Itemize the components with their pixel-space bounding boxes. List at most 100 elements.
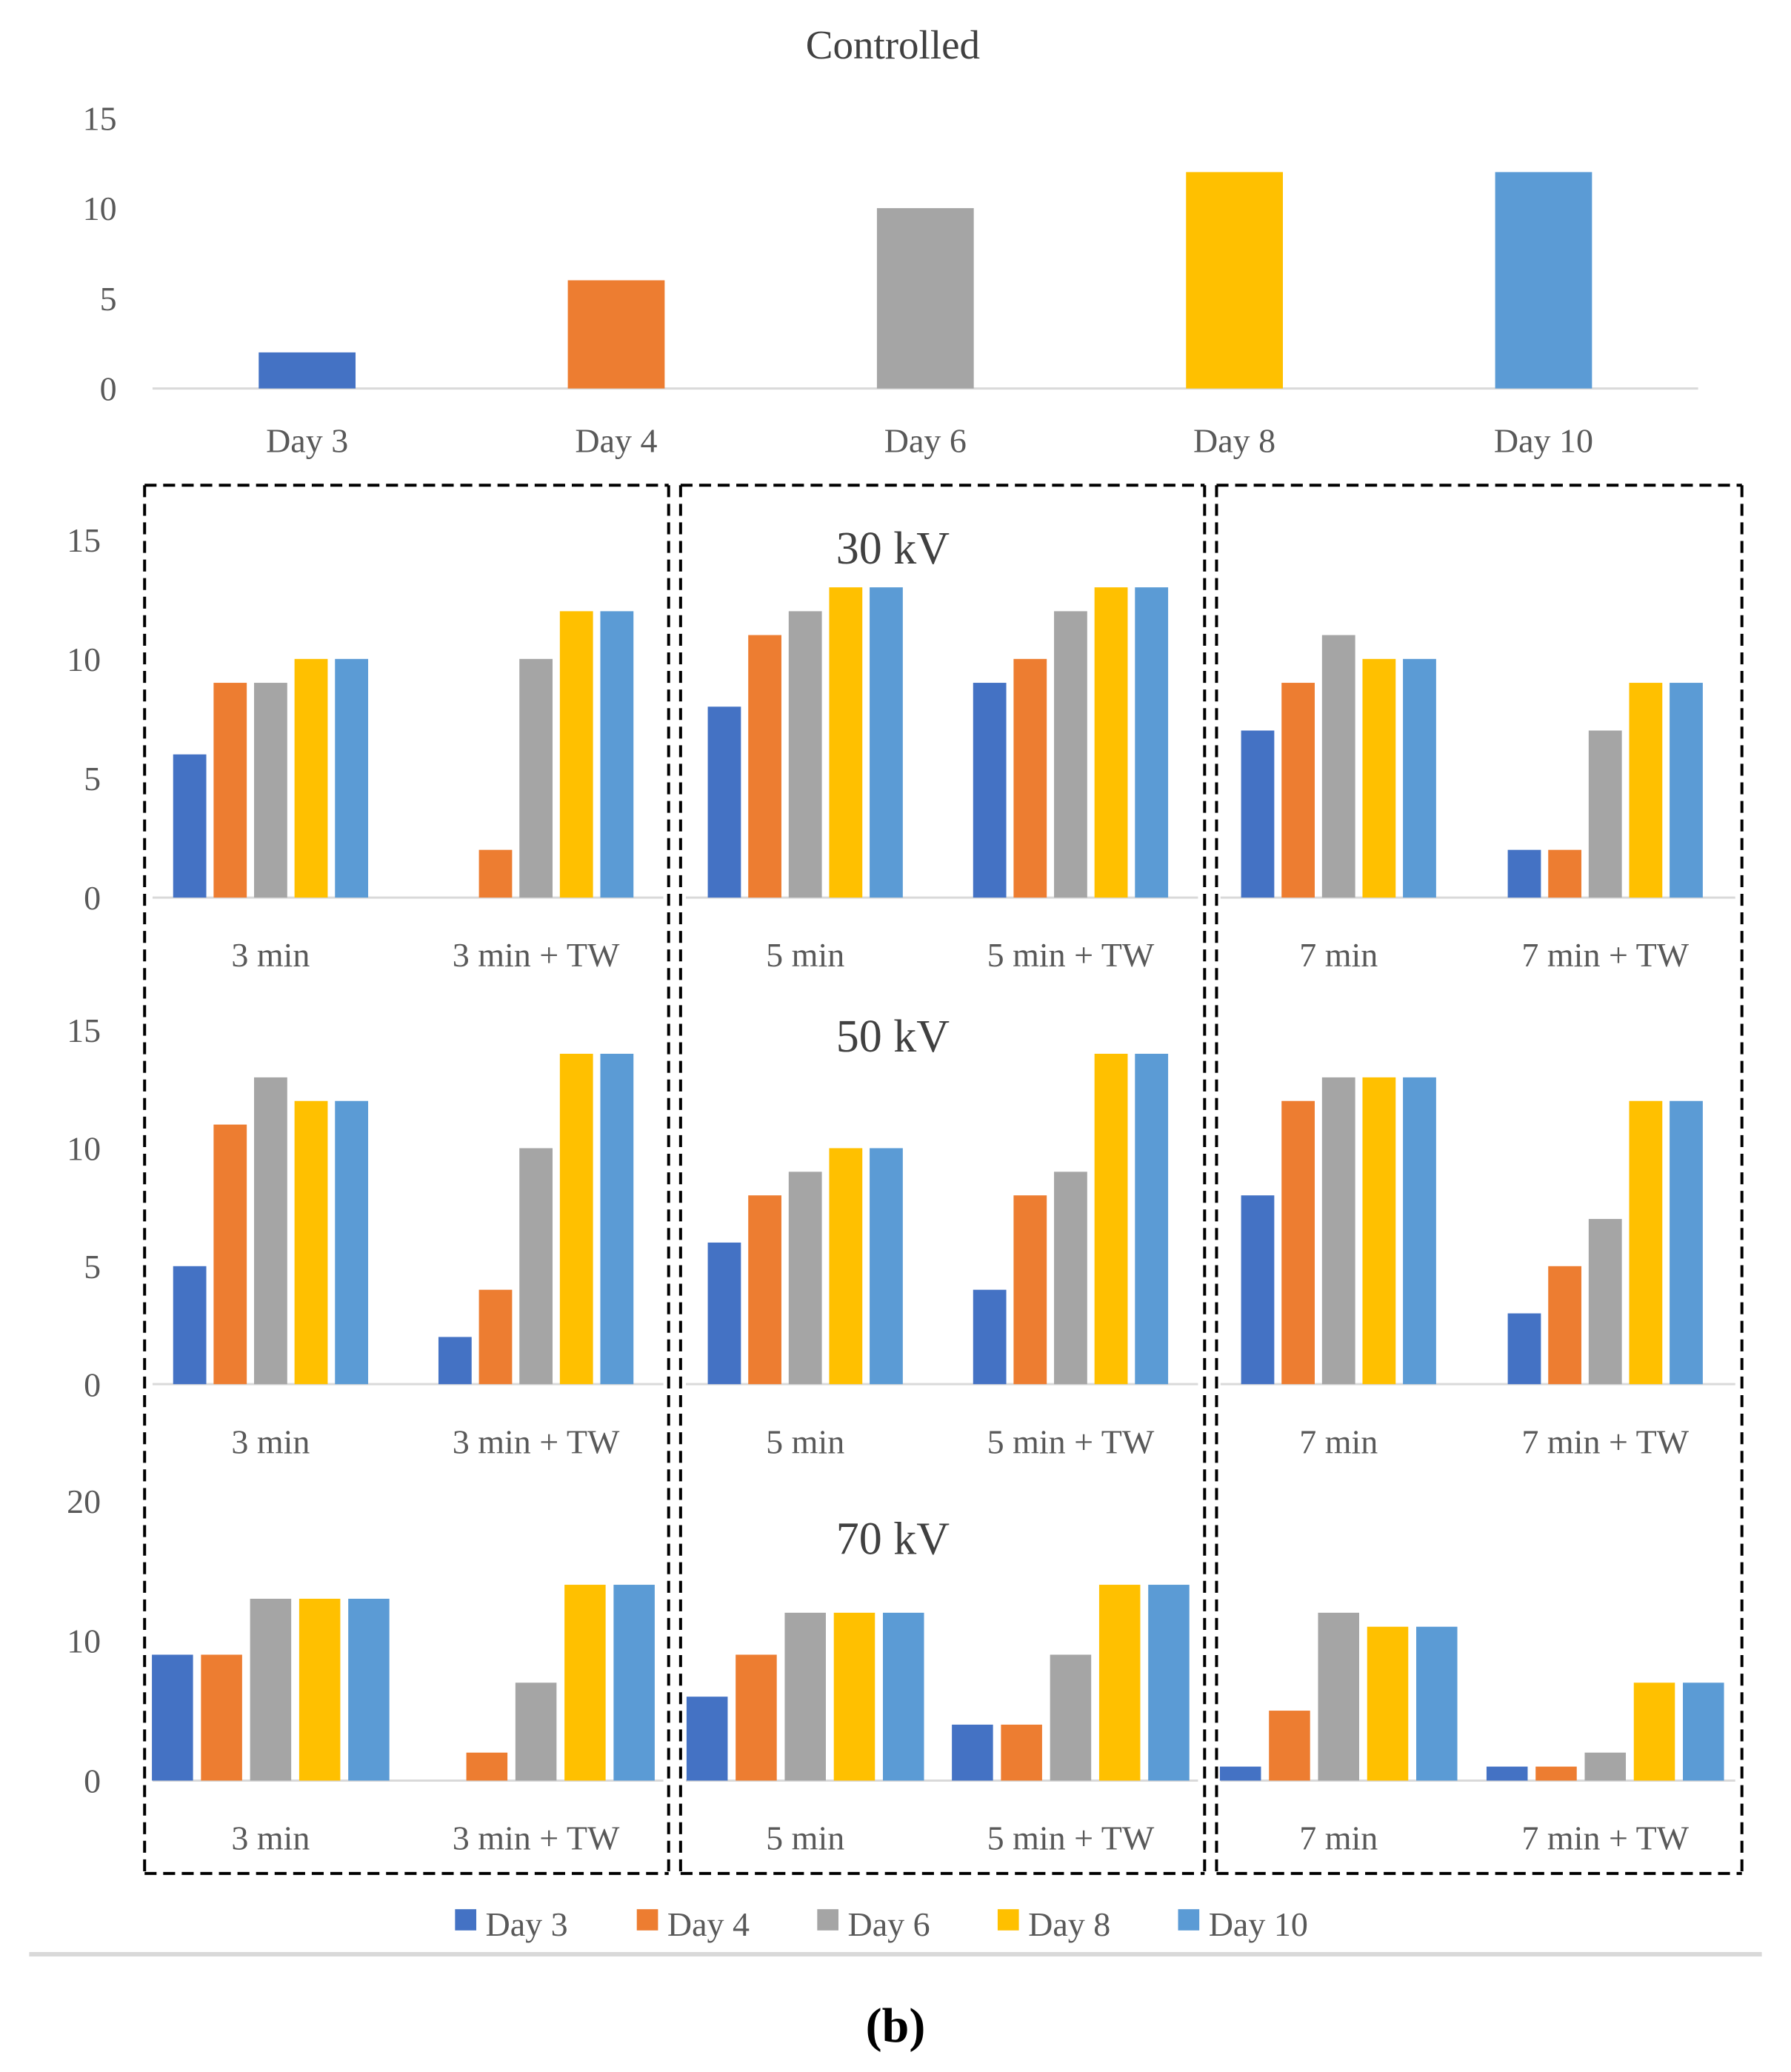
x-tick-label: 3 min [231, 936, 310, 974]
legend-swatch-day-4 [636, 1909, 658, 1931]
x-tick-label: 3 min [231, 1819, 310, 1857]
bar-30-kv-3-min-day-6 [253, 683, 287, 898]
bar-30-kv-3-min-tw-day-4 [478, 849, 513, 898]
bar-70-kv-5-min-tw-day-3 [952, 1724, 993, 1781]
bar-50-kv-3-min-tw-day-4 [478, 1289, 513, 1385]
legend-swatch-day-6 [817, 1909, 838, 1931]
bar-30-kv-5-min-tw-day-10 [1135, 587, 1169, 898]
y-tick-label: 5 [84, 760, 101, 798]
x-tick-label: Day 3 [266, 422, 348, 460]
bar-70-kv-7-min-tw-day-8 [1633, 1682, 1675, 1781]
x-tick-label: 7 min + TW [1521, 1819, 1689, 1857]
x-tick-label: 7 min [1299, 936, 1378, 974]
bar-50-kv-5-min-day-6 [788, 1172, 822, 1385]
y-tick-label: 15 [83, 99, 117, 137]
x-tick-label: 5 min + TW [987, 1423, 1155, 1460]
bar-controlled-day-3 [259, 352, 356, 389]
bar-70-kv-3-min-day-4 [201, 1654, 242, 1781]
bar-30-kv-5-min-tw-day-4 [1013, 658, 1047, 898]
legend-label: Day 3 [486, 1905, 568, 1943]
y-tick-label: 15 [67, 521, 101, 559]
bar-50-kv-5-min-day-4 [748, 1195, 781, 1385]
bar-30-kv-3-min-day-3 [173, 754, 207, 898]
bar-50-kv-5-min-tw-day-4 [1013, 1195, 1047, 1385]
bar-30-kv-3-min-tw-day-6 [519, 658, 553, 898]
bar-70-kv-7-min-day-4 [1269, 1711, 1310, 1781]
y-tick-label: 5 [100, 280, 117, 318]
x-tick-label: 5 min [766, 1423, 844, 1460]
bar-50-kv-5-min-tw-day-10 [1135, 1053, 1169, 1385]
x-tick-label: 3 min + TW [453, 936, 620, 974]
bar-70-kv-3-min-day-10 [348, 1598, 390, 1781]
bar-70-kv-3-min-day-3 [152, 1654, 193, 1781]
bar-30-kv-5-min-day-4 [748, 635, 781, 898]
y-tick-label: 20 [67, 1483, 101, 1520]
x-tick-label: Day 4 [575, 422, 657, 460]
bar-30-kv-5-min-tw-day-8 [1094, 587, 1128, 898]
x-tick-label: Day 10 [1494, 422, 1593, 460]
y-tick-label: 10 [67, 1130, 101, 1168]
bar-70-kv-5-min-tw-day-6 [1050, 1654, 1092, 1781]
legend-label: Day 10 [1209, 1905, 1308, 1943]
bar-30-kv-3-min-day-4 [213, 683, 247, 898]
bar-70-kv-7-min-day-8 [1367, 1626, 1409, 1781]
bar-50-kv-3-min-day-4 [213, 1124, 247, 1385]
bar-70-kv-5-min-day-3 [686, 1697, 728, 1781]
bar-50-kv-7-min-tw-day-8 [1629, 1100, 1663, 1385]
bar-50-kv-3-min-day-3 [173, 1266, 207, 1385]
bar-30-kv-7-min-day-10 [1403, 658, 1436, 898]
bar-30-kv-7-min-day-3 [1241, 730, 1275, 898]
bar-70-kv-5-min-day-8 [833, 1612, 876, 1781]
bar-50-kv-5-min-day-3 [707, 1242, 741, 1385]
y-tick-label: 10 [67, 1622, 101, 1660]
bar-50-kv-7-min-day-10 [1403, 1077, 1436, 1385]
bar-30-kv-3-min-day-10 [335, 658, 369, 898]
bar-70-kv-5-min-day-4 [736, 1654, 777, 1781]
bar-70-kv-3-min-tw-day-8 [564, 1585, 606, 1781]
bar-30-kv-5-min-day-10 [870, 587, 903, 898]
bar-controlled-day-6 [876, 208, 974, 389]
bar-50-kv-3-min-day-8 [294, 1100, 328, 1385]
y-tick-label: 15 [67, 1012, 101, 1049]
x-tick-label: 7 min [1299, 1819, 1378, 1857]
bar-30-kv-3-min-tw-day-8 [559, 611, 593, 898]
x-tick-label: 3 min + TW [453, 1423, 620, 1460]
bar-50-kv-3-min-tw-day-10 [600, 1053, 634, 1385]
y-tick-label: 5 [84, 1248, 101, 1286]
bar-70-kv-3-min-tw-day-10 [613, 1585, 655, 1781]
bar-30-kv-7-min-day-8 [1362, 658, 1396, 898]
x-tick-label: 7 min + TW [1521, 1423, 1689, 1460]
bar-30-kv-5-min-day-8 [829, 587, 863, 898]
bar-30-kv-5-min-day-6 [788, 611, 822, 898]
bar-30-kv-7-min-tw-day-3 [1507, 849, 1541, 898]
bar-50-kv-3-min-tw-day-6 [519, 1148, 553, 1385]
bar-50-kv-7-min-day-8 [1362, 1077, 1396, 1385]
bar-50-kv-7-min-day-3 [1241, 1195, 1275, 1385]
bar-30-kv-7-min-day-6 [1321, 635, 1355, 898]
bar-50-kv-3-min-day-10 [335, 1100, 369, 1385]
legend-swatch-day-8 [997, 1909, 1019, 1931]
x-tick-label: Day 6 [884, 422, 967, 460]
x-tick-label: Day 8 [1193, 422, 1275, 460]
bar-70-kv-3-min-day-8 [298, 1598, 341, 1781]
bar-30-kv-5-min-tw-day-6 [1054, 611, 1087, 898]
controlled-chart-title: Controlled [806, 22, 980, 67]
x-tick-label: 3 min + TW [453, 1819, 620, 1857]
bar-70-kv-3-min-tw-day-4 [466, 1752, 508, 1781]
x-tick-label: 5 min [766, 936, 844, 974]
y-tick-label: 0 [100, 370, 117, 408]
bar-50-kv-7-min-tw-day-6 [1588, 1219, 1622, 1385]
voltage-title-70-kv: 70 kV [836, 1514, 950, 1564]
bar-30-kv-7-min-tw-day-8 [1629, 683, 1663, 898]
bar-50-kv-7-min-tw-day-4 [1548, 1266, 1582, 1385]
bar-30-kv-7-min-tw-day-10 [1670, 683, 1703, 898]
legend-label: Day 6 [848, 1905, 930, 1943]
bar-50-kv-3-min-tw-day-8 [559, 1053, 593, 1385]
y-tick-label: 10 [83, 190, 117, 227]
bar-50-kv-5-min-tw-day-8 [1094, 1053, 1128, 1385]
bar-30-kv-5-min-tw-day-3 [973, 683, 1007, 898]
legend-swatch-day-10 [1178, 1909, 1200, 1931]
bar-70-kv-3-min-day-6 [250, 1598, 292, 1781]
bar-50-kv-5-min-day-10 [870, 1148, 903, 1385]
